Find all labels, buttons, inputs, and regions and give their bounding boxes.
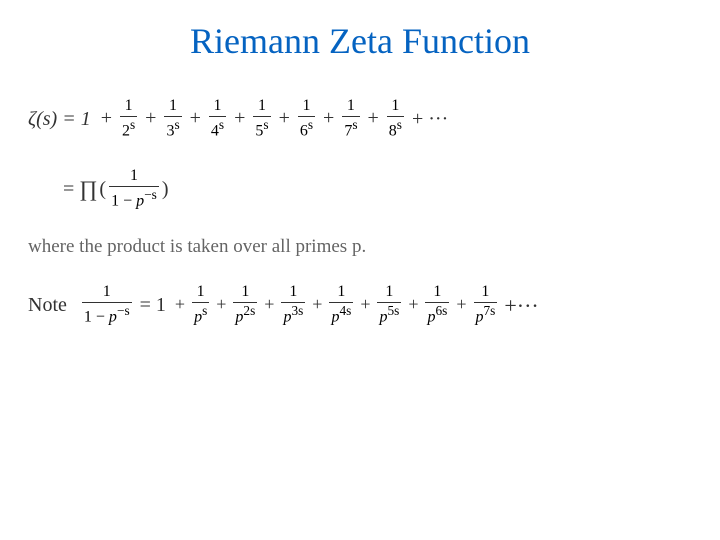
equation-zeta-series: ζ(s) = 1 +12s +13s +14s +15s +16s +17s +18s + …: [28, 98, 692, 140]
note-lhs-fraction: 1 1 − p−s: [82, 284, 132, 326]
plus: +: [101, 107, 112, 129]
geometric-term: 1p4s: [329, 284, 353, 326]
plus: +: [408, 294, 418, 314]
plus: +: [216, 294, 226, 314]
series-term: 18s: [387, 98, 404, 140]
series-term: 12s: [120, 98, 137, 140]
slide: Riemann Zeta Function ζ(s) = 1 +12s +13s +…: [0, 0, 720, 540]
page-title: Riemann Zeta Function: [28, 20, 692, 62]
series-term: 16s: [298, 98, 315, 140]
caption-primes: where the product is taken over all prim…: [28, 232, 692, 262]
rparen: ): [162, 173, 169, 205]
equation-geometric-note: Note 1 1 − p−s = 1 +1ps +1p2s +1p3s +1p4s +1…: [28, 284, 692, 326]
plus: +: [312, 294, 322, 314]
series-term: 13s: [164, 98, 181, 140]
geometric-term: 1p3s: [281, 284, 305, 326]
equation-euler-product: = ∏ ( 1 1 − p−s ): [58, 168, 692, 210]
plus: +: [175, 294, 185, 314]
plus: +: [264, 294, 274, 314]
frac-num: 1: [128, 168, 140, 186]
plus: +: [368, 107, 379, 129]
plus: +: [456, 294, 466, 314]
geometric-term: 1ps: [192, 284, 209, 326]
frac-den: 1 − p−s: [82, 302, 132, 326]
equals: =: [63, 173, 74, 205]
series-term: 14s: [209, 98, 226, 140]
geometric-term: 1p6s: [425, 284, 449, 326]
ellipsis: +···: [504, 288, 538, 323]
geometric-term: 1p2s: [233, 284, 257, 326]
plus: +: [323, 107, 334, 129]
body: ζ(s) = 1 +12s +13s +14s +15s +16s +17s +18s + …: [28, 98, 692, 326]
ellipsis: + ···: [412, 103, 448, 135]
product-symbol: ∏: [79, 171, 97, 206]
frac-num: 1: [101, 284, 113, 302]
plus: +: [234, 107, 245, 129]
lparen: (: [99, 173, 106, 205]
series-term: 15s: [253, 98, 270, 140]
geometric-term: 1p7s: [474, 284, 498, 326]
plus: +: [279, 107, 290, 129]
product-fraction: 1 1 − p−s: [109, 168, 159, 210]
series-term: 17s: [342, 98, 359, 140]
zeta-lhs: ζ(s) = 1: [28, 103, 91, 135]
note-label: Note: [28, 289, 67, 321]
frac-den: 1 − p−s: [109, 186, 159, 210]
plus: +: [360, 294, 370, 314]
geometric-term: 1p5s: [377, 284, 401, 326]
plus: +: [145, 107, 156, 129]
note-eq: = 1: [140, 289, 166, 321]
plus: +: [190, 107, 201, 129]
